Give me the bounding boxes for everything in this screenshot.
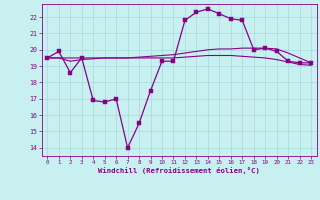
- X-axis label: Windchill (Refroidissement éolien,°C): Windchill (Refroidissement éolien,°C): [98, 167, 260, 174]
